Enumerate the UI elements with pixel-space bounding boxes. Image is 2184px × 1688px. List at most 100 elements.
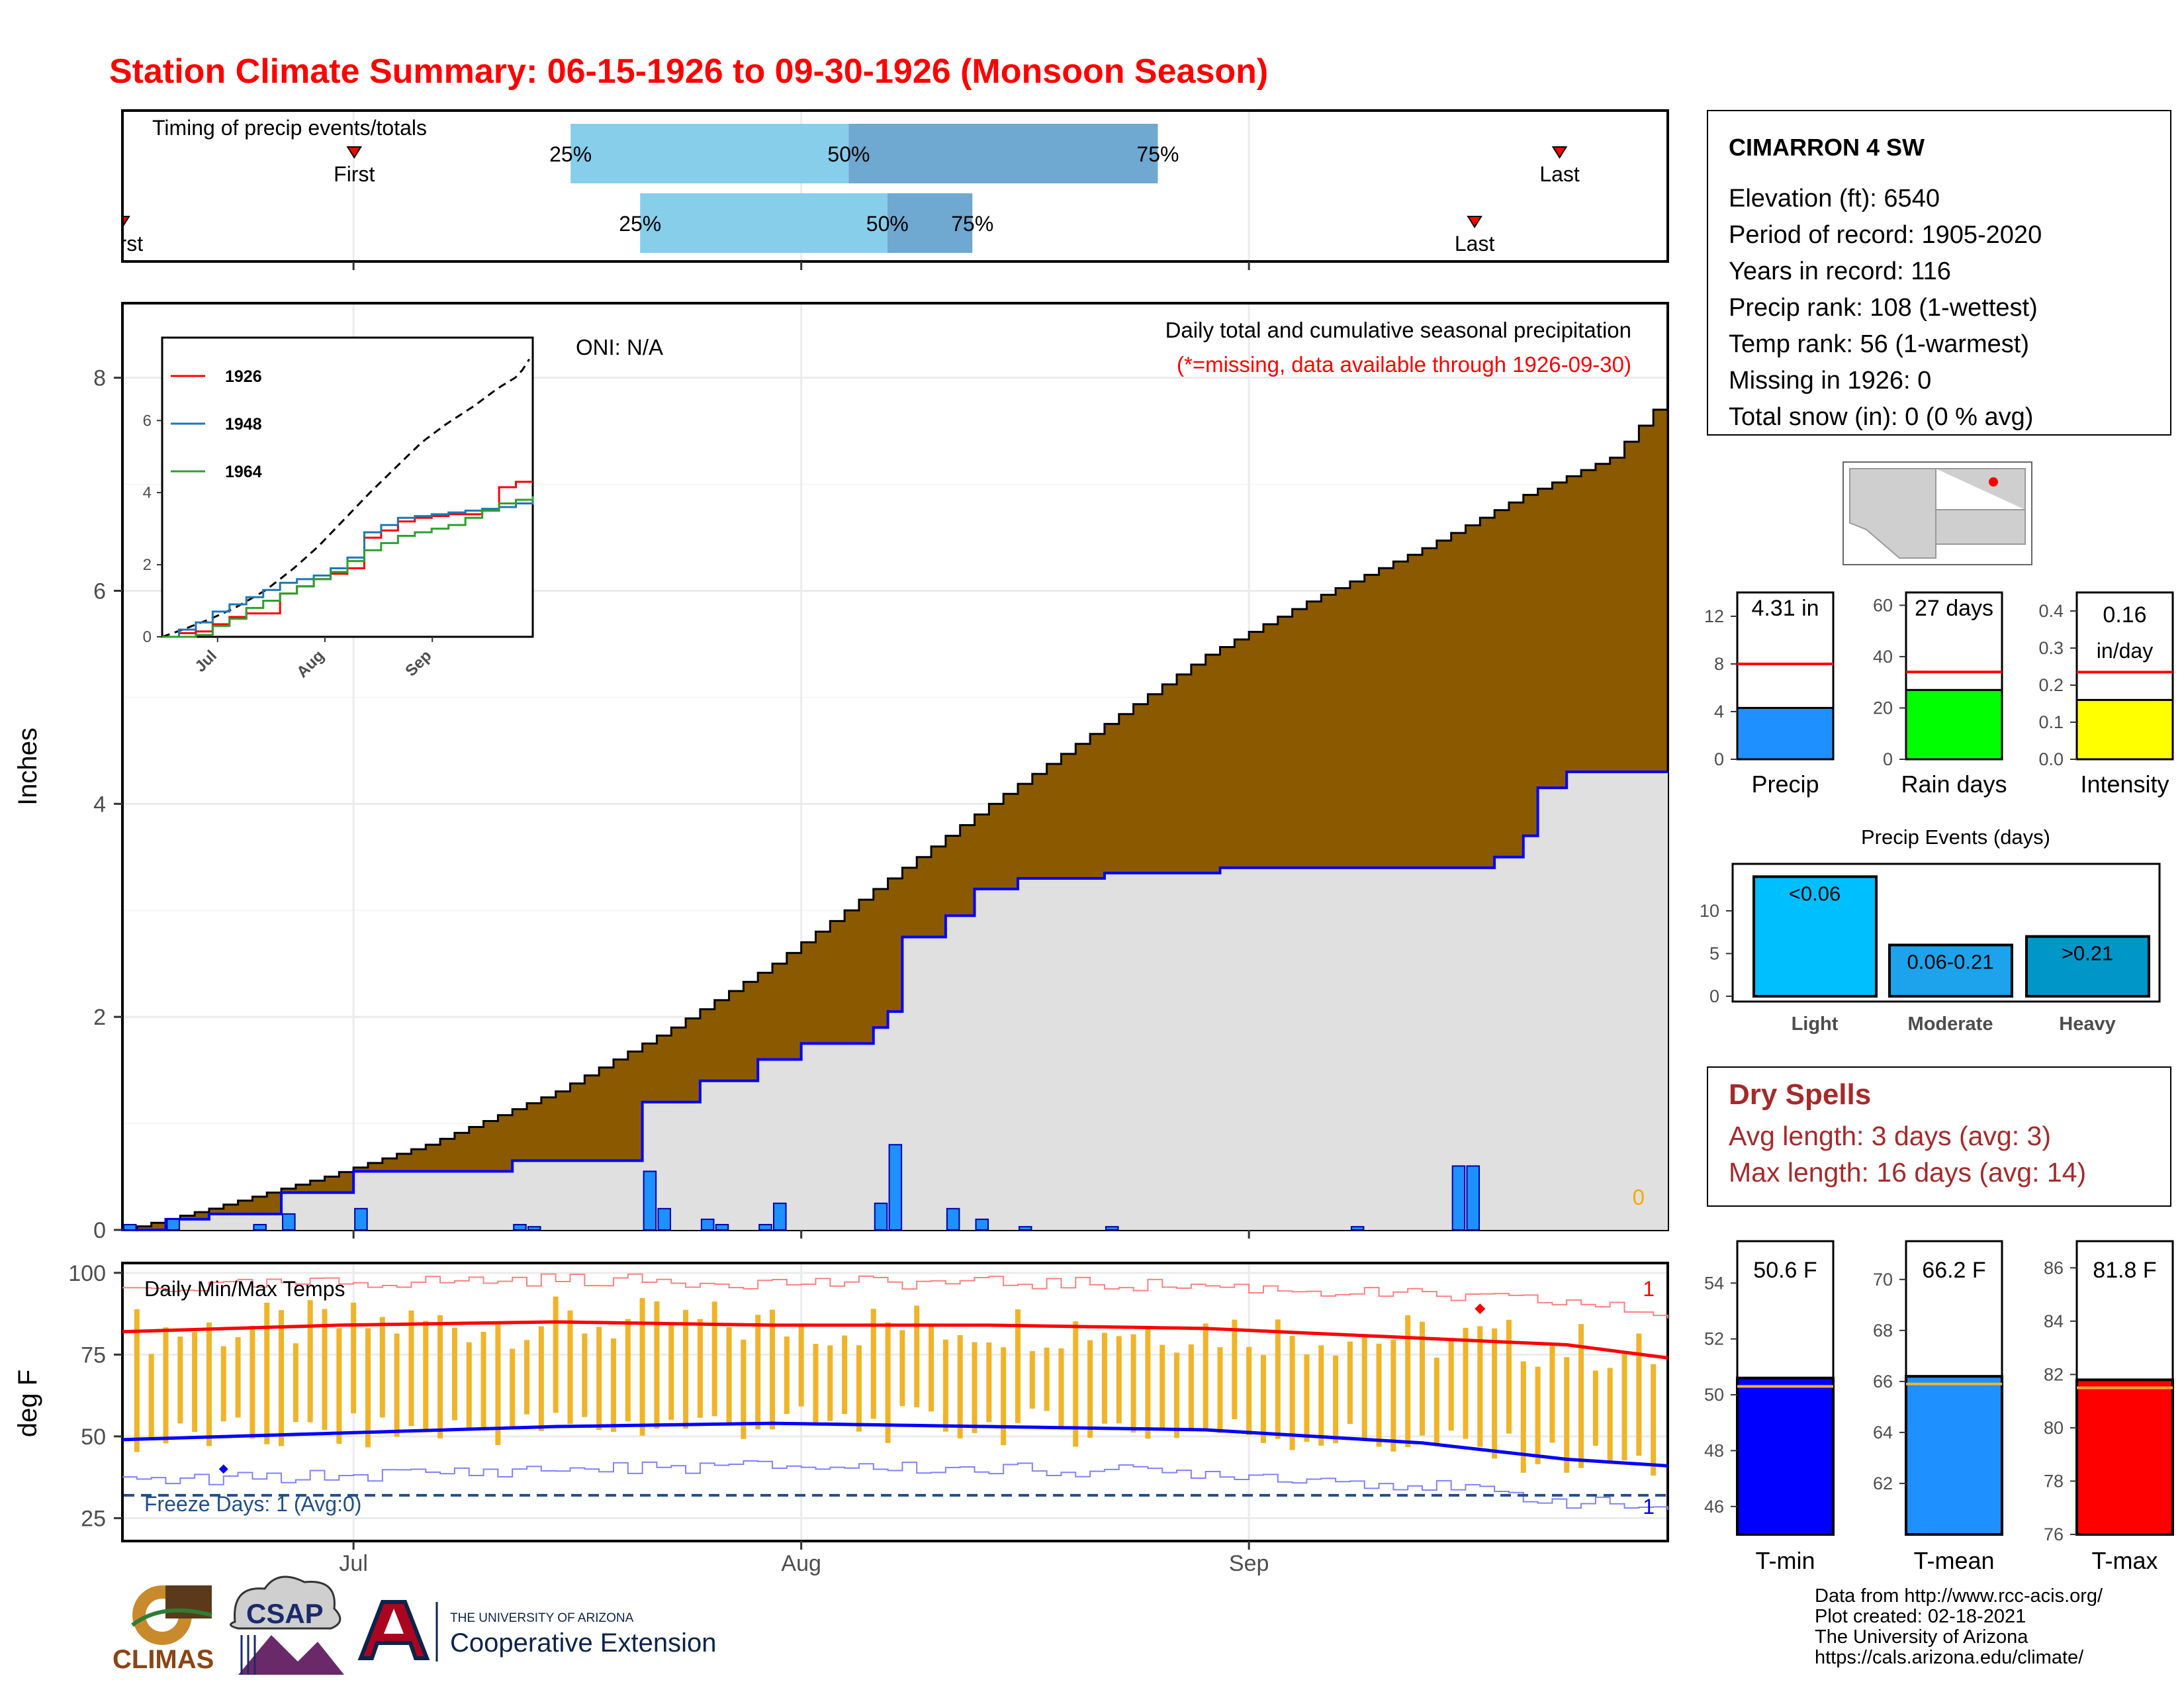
freeze-label: Freeze Days: 1 (Avg:0) (144, 1492, 361, 1516)
daily-temp-range-bar (1203, 1323, 1208, 1430)
summary-bar-tick-label: 20 (1873, 698, 1893, 718)
credit-line-3: The University of Arizona (1815, 1626, 2028, 1648)
temp-bar-tick-label: 66 (1873, 1372, 1893, 1391)
daily-temp-range-bar (770, 1309, 776, 1430)
summary-bar-tick-label: 0.4 (2038, 601, 2064, 621)
inset-average-line (161, 358, 531, 638)
daily-temp-range-bar (1116, 1336, 1122, 1424)
events-category-label: Moderate (1908, 1013, 1993, 1035)
daily-temp-range-bar (163, 1327, 169, 1444)
daily-temp-range-bar (1463, 1327, 1469, 1439)
daily-temp-range-bar (1087, 1340, 1093, 1438)
temp-tick-label: 100 (68, 1261, 106, 1286)
temp-bar-tick-label: 48 (1704, 1440, 1724, 1460)
daily-precip-bar (1350, 1226, 1365, 1231)
daily-temp-range-bar (1492, 1328, 1498, 1459)
max-record-count: 1 (1643, 1277, 1655, 1301)
summary-bar-tick-label: 0.3 (2038, 638, 2064, 658)
daily-precip-bar (643, 1170, 657, 1231)
daily-temp-range-bar (755, 1315, 761, 1430)
daily-temp-range-bar (1506, 1319, 1512, 1434)
daily-temp-range-bar (697, 1319, 703, 1418)
events-category-label: Heavy (2059, 1013, 2115, 1035)
daily-temp-range-bar (596, 1327, 602, 1430)
timing-last-marker (1551, 146, 1568, 159)
daily-precip-bar (123, 1223, 137, 1231)
daily-precip-bar (166, 1218, 181, 1231)
daily-temp-range-bar (741, 1339, 747, 1439)
daily-precip-bar (773, 1202, 787, 1231)
timing-first-marker (346, 146, 363, 159)
daily-temp-range-bar (639, 1297, 645, 1436)
dry-spells-avg: Avg length: 3 days (avg: 3) (1729, 1121, 2051, 1151)
temp-tick-label: 25 (81, 1506, 106, 1531)
daily-temp-range-bar (307, 1300, 313, 1423)
temp-bar-tick-label: 46 (1704, 1497, 1724, 1517)
daily-temp-range-bar (784, 1336, 790, 1414)
temp-bar-fill (2075, 1378, 2174, 1536)
timing-first-marker (124, 216, 130, 226)
timing-first-label: First (334, 162, 375, 186)
daily-temp-range-bar (1621, 1352, 1627, 1461)
inset-legend-label: 1964 (225, 463, 262, 481)
daily-temp-range-bar (914, 1305, 920, 1407)
daily-temp-range-bar (1535, 1366, 1541, 1464)
inset-legend-label: 1948 (225, 415, 262, 434)
daily-temp-range-bar (842, 1335, 848, 1415)
summary-bar-tick-label: 4 (1714, 702, 1724, 722)
summary-bar-tick-label: 0 (1714, 749, 1724, 769)
daily-temp-range-bar (625, 1319, 631, 1422)
daily-temp-range-bar (929, 1326, 934, 1412)
credit-line-1: Data from http://www.rcc-acis.org/ (1815, 1585, 2103, 1607)
daily-temp-range-bar (538, 1326, 544, 1431)
temp-bar-fill (1905, 1375, 2003, 1536)
daily-temp-range-bar (1564, 1357, 1570, 1473)
daily-precip-bar (1018, 1226, 1032, 1231)
x-tick-label: Aug (781, 1551, 821, 1576)
year-cumulative-line (122, 771, 1668, 1231)
station-info-line: Temp rank: 56 (1-warmest) (1729, 330, 2029, 358)
daily-temp-range-bar (480, 1331, 486, 1429)
credit-line-2: Plot created: 02-18-2021 (1815, 1606, 2026, 1627)
station-location-marker (1989, 477, 1998, 487)
timing-q50-label: 50% (827, 142, 870, 166)
csap-logo: CSAP (230, 1575, 344, 1675)
daily-temp-range-bar (1260, 1354, 1266, 1443)
events-bar (1888, 943, 2013, 998)
daily-temp-range-bar (1347, 1341, 1353, 1425)
station-name: CIMARRON 4 SW (1729, 134, 1925, 161)
summary-bar-tick-label: 0 (1883, 749, 1893, 769)
summary-bar-value-label: 0.16 (2103, 602, 2146, 628)
daily-temp-range-bar (567, 1310, 573, 1425)
daily-precip-bar (282, 1213, 296, 1231)
daily-temp-range-bar (379, 1317, 385, 1418)
daily-temp-range-bar (1636, 1333, 1642, 1456)
daily-temp-range-bar (856, 1345, 862, 1432)
station-info-line: Missing in 1926: 0 (1729, 367, 1931, 395)
timing-label: Timing of precip events/totals (152, 116, 427, 140)
daily-precip-bar (946, 1207, 960, 1231)
daily-temp-range-bar (1130, 1334, 1136, 1433)
climas-logo: CLIMAS (113, 1585, 214, 1674)
daily-temp-range-bar (1318, 1345, 1324, 1446)
precip-panel: 0 2 4 6 8 Inches ONI: N/A Daily total and cu… (13, 302, 1669, 1243)
min-record-count: 1 (1643, 1495, 1655, 1519)
daily-temp-range-bar (1520, 1361, 1526, 1473)
temp-summary-bars: 46 48 50 52 54 50.6 F T-min 62 64 66 68 70 66.2 F T-m… (1704, 1240, 2174, 1574)
precip-tick-label: 8 (93, 366, 106, 391)
daily-temp-range-bar (885, 1322, 891, 1443)
daily-temp-range-bar (351, 1302, 357, 1414)
daily-temp-range-bar (553, 1296, 559, 1413)
daily-temp-range-bar (1073, 1321, 1079, 1447)
summary-bar-label: Rain days (1901, 771, 2007, 798)
summary-bars: 0 4 8 12 4.31 in Precip 0 20 40 60 27 days Rain day… (1704, 591, 2174, 798)
daily-temp-range-bar (899, 1330, 905, 1407)
missing-count: 0 (1633, 1185, 1645, 1209)
daily-temp-range-bar (1405, 1315, 1411, 1448)
temp-bar-label: T-min (1756, 1547, 1815, 1574)
daily-temp-range-bar (394, 1333, 400, 1437)
daily-temp-range-bar (654, 1301, 660, 1429)
daily-temp-range-bar (510, 1348, 516, 1429)
summary-bar-value-label: 4.31 in (1751, 596, 1819, 621)
daily-temp-range-bar (972, 1342, 978, 1433)
